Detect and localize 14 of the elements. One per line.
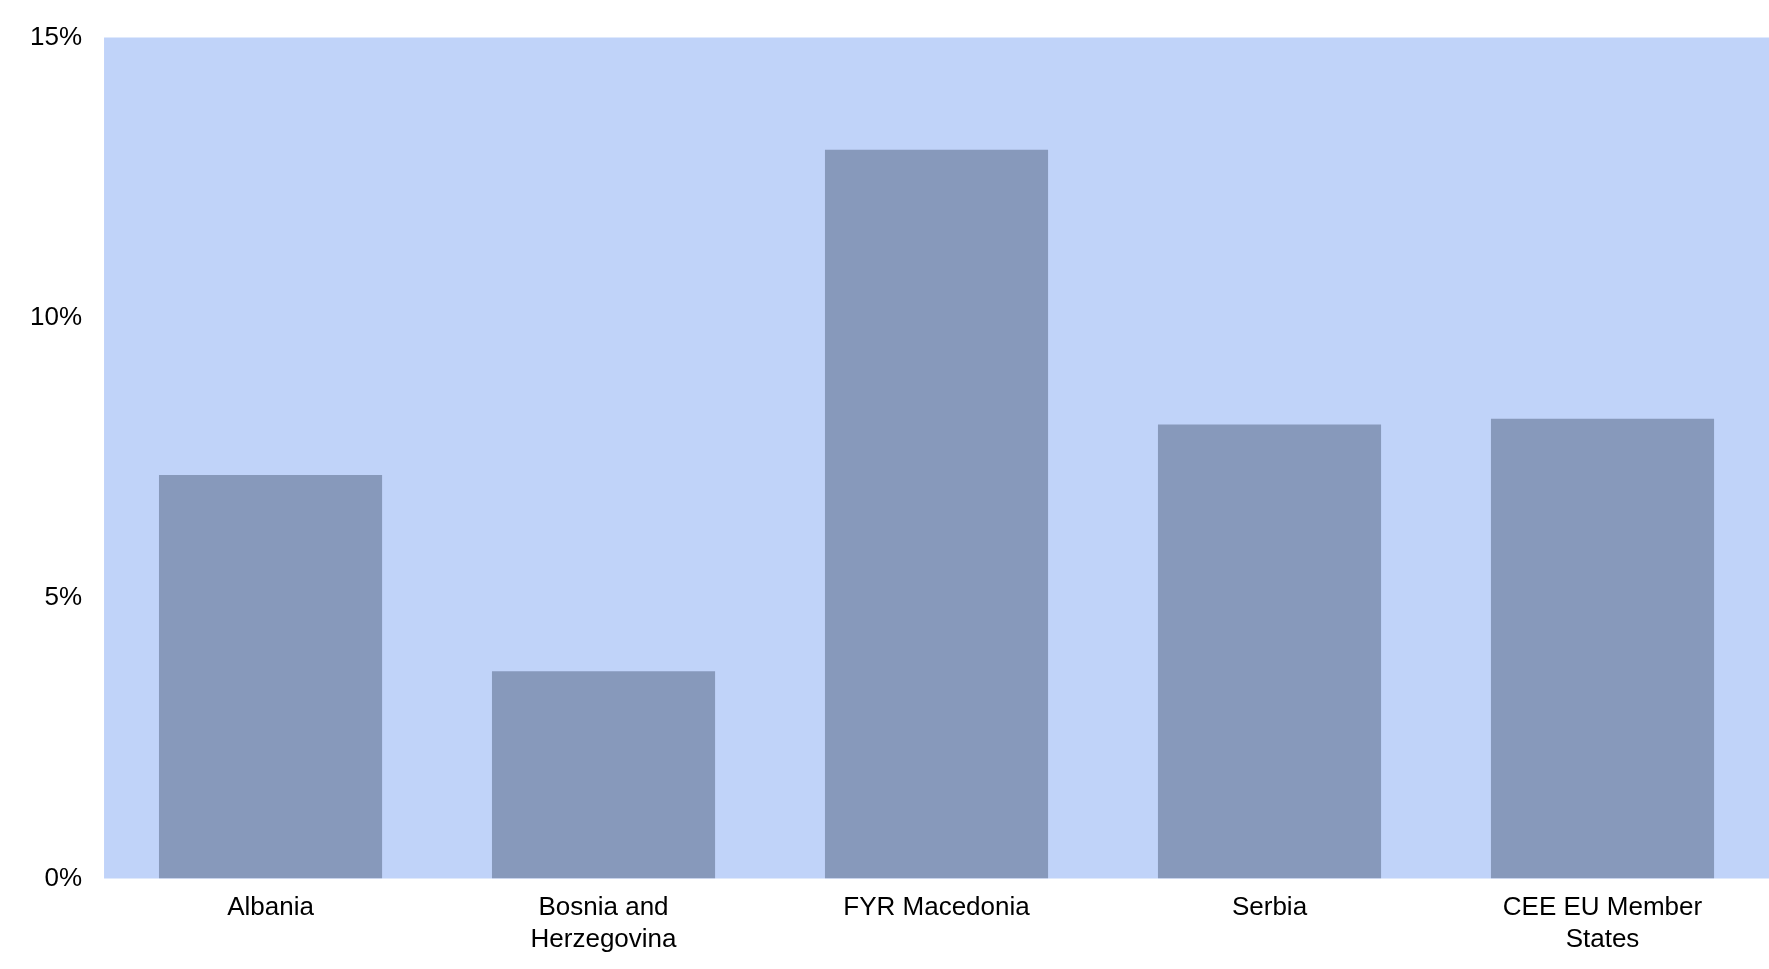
x-tick-label: CEE EU Member States [1502,891,1703,953]
y-tick-label: 15% [29,20,83,51]
bar [1157,424,1382,879]
x-tick-label: Albania [227,891,315,922]
y-tick-label: 5% [44,581,83,612]
bar [158,474,383,879]
bar [491,671,716,879]
y-tick-label: 0% [44,861,83,892]
y-tick-label: 10% [29,301,83,332]
x-tick-label: Serbia [1231,891,1308,922]
bar [824,149,1049,879]
bar [1490,418,1715,879]
x-tick-label: FYR Macedonia [843,891,1031,922]
x-tick-label: Bosnia and Herzegovina [530,891,678,953]
